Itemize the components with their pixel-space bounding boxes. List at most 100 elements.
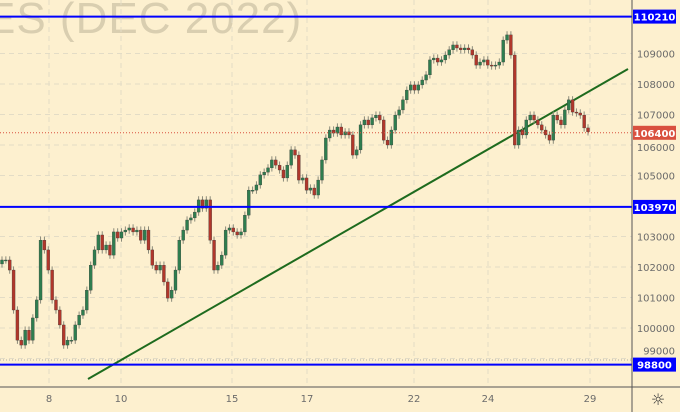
candle [428, 56, 432, 79]
candle [11, 266, 16, 314]
candle-body [270, 159, 274, 169]
candle-body [54, 299, 58, 311]
candle [297, 151, 301, 184]
candle [281, 166, 286, 182]
candle-body [455, 44, 459, 49]
candle-body [505, 34, 509, 41]
candle-body [289, 149, 293, 166]
candle-body [58, 309, 62, 326]
candle [420, 76, 424, 89]
candle-body [466, 47, 471, 50]
candle-body [23, 329, 27, 346]
candle [551, 111, 555, 144]
candle [262, 168, 266, 179]
candle [258, 171, 262, 189]
candle-body [243, 214, 247, 233]
candle [123, 226, 128, 236]
candle-body [378, 114, 382, 121]
candle [320, 156, 324, 184]
candle [516, 126, 521, 149]
candle [181, 226, 185, 244]
candle [204, 196, 208, 212]
candle-body [139, 229, 143, 241]
candle [378, 111, 382, 124]
time-tick-label: 15 [226, 394, 239, 405]
candle-body [536, 119, 540, 126]
candle-body [15, 309, 20, 341]
time-tick-label: 29 [584, 394, 597, 405]
candle [150, 246, 155, 269]
trendline [87, 68, 629, 380]
candle-body [235, 231, 239, 236]
candle [27, 326, 31, 344]
candle-body [46, 249, 50, 271]
candle-body [119, 231, 124, 239]
candle-body [547, 134, 552, 141]
candle [239, 228, 243, 239]
candle [270, 156, 274, 172]
candle [574, 108, 579, 117]
candle [486, 56, 490, 69]
candle [89, 261, 93, 294]
candle [489, 61, 494, 70]
candle-body [108, 244, 112, 256]
candle-body [193, 211, 197, 219]
candle [466, 44, 471, 54]
candle [370, 114, 374, 129]
candle [351, 131, 355, 159]
candle [142, 226, 147, 244]
candle-body [493, 64, 498, 67]
candle-body [223, 229, 228, 256]
candle-body [181, 229, 185, 241]
candle-body [127, 227, 131, 231]
candle [77, 311, 81, 329]
candle [482, 56, 486, 66]
candle-body [27, 329, 31, 341]
candle [540, 121, 544, 134]
candle [69, 336, 74, 344]
candle [108, 241, 112, 259]
candle-body [142, 229, 147, 241]
candle-body [389, 129, 394, 146]
candle [435, 54, 440, 66]
candle-body [551, 114, 555, 141]
candle [235, 228, 239, 239]
candle-body [135, 229, 139, 233]
candle-body [570, 99, 575, 113]
candle [193, 208, 197, 222]
candle-body [216, 265, 220, 271]
candle [501, 36, 505, 66]
candle [493, 61, 498, 70]
candle-body [501, 39, 505, 63]
candle-body [443, 54, 448, 61]
candle-body [250, 189, 255, 192]
candle [247, 186, 251, 219]
candle [397, 106, 401, 119]
candle [131, 224, 135, 236]
candle-body [154, 265, 158, 271]
candle-body [567, 99, 571, 111]
candle-body [266, 167, 270, 173]
candle-body [247, 189, 251, 216]
candle [212, 236, 216, 274]
candle-body [162, 265, 166, 283]
candle [177, 236, 181, 274]
candle-body [586, 127, 590, 133]
candle [455, 41, 459, 52]
candle-body [277, 164, 282, 171]
candle [308, 184, 313, 194]
candle [412, 81, 417, 94]
price-tick-label: 100000 [637, 324, 675, 335]
candle-body [362, 119, 367, 126]
candle [46, 246, 50, 274]
candle-body [96, 234, 101, 251]
candle-body [516, 129, 521, 146]
candle [301, 174, 305, 184]
time-tick-label: 8 [46, 394, 52, 405]
gear-icon[interactable]: ☼ [650, 390, 666, 409]
price-tick-label: 105000 [637, 172, 675, 183]
candle [277, 161, 282, 174]
candle-body [89, 265, 93, 291]
candle [439, 56, 444, 66]
